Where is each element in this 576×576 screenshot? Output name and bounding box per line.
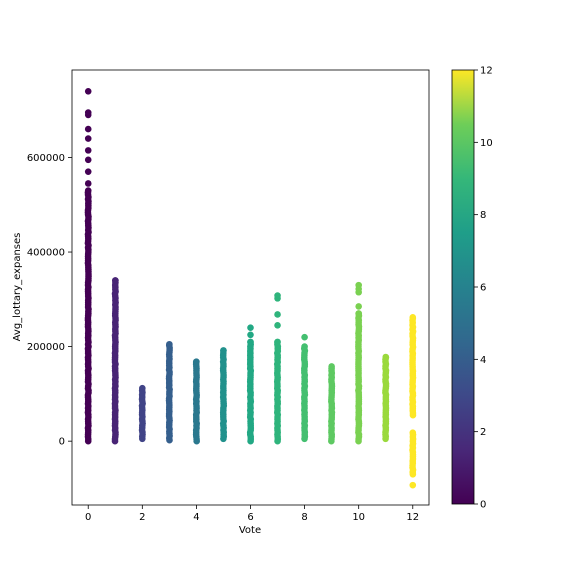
data-point	[301, 343, 308, 350]
y-tick-label: 600000	[27, 153, 65, 164]
data-point	[247, 338, 254, 346]
vote-6-points	[246, 324, 255, 445]
colorbar-tick-label: 8	[480, 210, 486, 221]
x-tick-label: 6	[247, 512, 253, 523]
colorbar-tick-label: 10	[480, 138, 493, 149]
x-tick-label: 2	[139, 512, 145, 523]
x-tick-label: 0	[85, 512, 91, 523]
vote-5-points	[219, 347, 228, 443]
vote-3-points	[165, 340, 173, 444]
data-point	[355, 310, 362, 317]
data-point	[247, 331, 254, 339]
data-point	[111, 277, 119, 284]
colorbar-tick-label: 4	[480, 355, 486, 366]
data-point	[84, 147, 92, 154]
x-axis-ticks: 0 2 4 6 8 10 12	[85, 505, 419, 523]
vote-8-points	[300, 333, 309, 443]
data-point	[409, 313, 417, 321]
data-point	[84, 180, 92, 187]
data-point	[274, 338, 281, 346]
data-point	[355, 281, 362, 289]
data-point	[355, 303, 362, 310]
data-point	[220, 347, 227, 354]
colorbar-tick-label: 2	[480, 427, 486, 438]
vote-12-points	[409, 313, 417, 489]
data-point	[84, 109, 92, 116]
data-point	[84, 187, 92, 194]
scatter-points	[84, 87, 417, 489]
vote-9-points	[328, 363, 336, 445]
data-point	[84, 135, 92, 142]
x-tick-label: 4	[193, 512, 199, 523]
colorbar-tick-label: 0	[480, 500, 486, 511]
data-point	[84, 87, 92, 95]
x-axis-label: Vote	[239, 525, 261, 536]
y-axis-label: Avg_lottary_expanses	[12, 233, 23, 342]
data-point	[301, 333, 308, 341]
data-point	[328, 363, 335, 370]
x-tick-label: 8	[301, 512, 307, 523]
x-tick-label: 10	[352, 512, 365, 523]
vote-7-points	[273, 292, 282, 445]
data-point	[247, 324, 254, 331]
y-tick-label: 200000	[27, 342, 65, 353]
colorbar-tick-label: 6	[480, 283, 486, 294]
data-point	[274, 311, 281, 318]
colorbar-ticks: 0 2 4 6 8 10 12	[474, 66, 493, 511]
colorbar	[451, 69, 475, 505]
vote-11-points	[382, 353, 390, 443]
data-point	[409, 429, 417, 436]
vote-2-points	[138, 384, 146, 443]
y-tick-label: 400000	[27, 248, 65, 259]
x-tick-label: 12	[406, 512, 419, 523]
data-point	[274, 322, 281, 329]
data-point	[382, 353, 390, 361]
data-point	[139, 384, 146, 392]
data-point	[84, 125, 92, 133]
y-tick-label: 0	[59, 437, 65, 448]
data-point	[193, 358, 200, 366]
colorbar-tick-label: 12	[480, 66, 493, 77]
vote-4-points	[192, 358, 200, 445]
vote-10-points	[355, 281, 363, 445]
data-point	[166, 340, 173, 348]
data-point	[84, 156, 92, 164]
vote-0-points	[84, 87, 92, 445]
data-point	[409, 481, 417, 489]
vote-1-points	[111, 277, 119, 445]
y-axis-ticks: 0 200000 400000 600000	[27, 153, 72, 448]
data-point	[84, 168, 92, 175]
data-point	[274, 292, 281, 299]
